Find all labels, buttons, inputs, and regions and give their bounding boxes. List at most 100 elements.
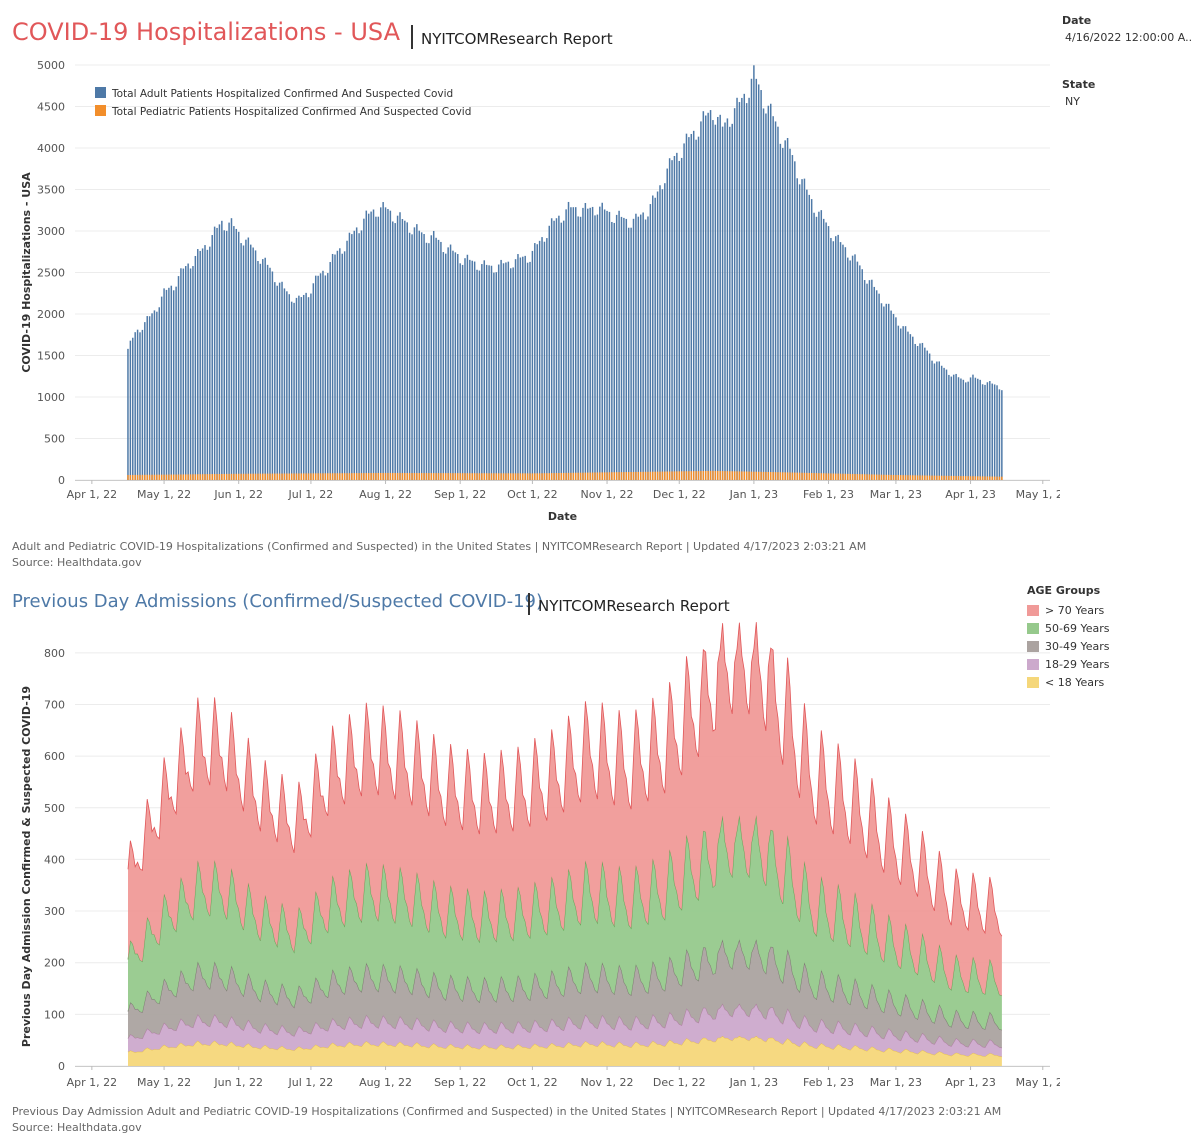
pediatric-bar [370, 473, 372, 480]
x-tick-label: Aug 1, 22 [359, 488, 412, 501]
pediatric-bar [158, 474, 161, 480]
adult-bar [921, 342, 924, 480]
pediatric-bar [847, 473, 849, 480]
pediatric-bar [141, 474, 144, 480]
adult-bar [355, 227, 358, 480]
pediatric-bar [765, 471, 767, 480]
adult-bar [709, 110, 712, 480]
adult-bar [536, 244, 538, 480]
adult-bar [136, 329, 139, 480]
pediatric-bar [683, 471, 685, 480]
adult-bar [919, 343, 921, 480]
state-filter-value[interactable]: NY [1065, 95, 1080, 108]
pediatric-bar [948, 475, 950, 480]
hospitalizations-bar-chart[interactable]: 0 500 1000 1500 2000 2500 3000 3500 4000 4500 5000… [0, 55, 1060, 530]
adult-bar [594, 215, 596, 480]
pediatric-bar [784, 472, 786, 480]
pediatric-bar [632, 471, 635, 480]
y-tick-label: 600 [44, 750, 65, 763]
adult-bar [194, 255, 197, 480]
legend-swatch [1027, 676, 1039, 688]
adult-bar [878, 293, 880, 480]
adult-bar [618, 210, 620, 481]
pediatric-bar [562, 472, 565, 480]
pediatric-bar [952, 475, 955, 480]
pediatric-bar [213, 474, 216, 480]
pediatric-bar [786, 472, 789, 480]
adult-bar [940, 365, 943, 480]
adult-bar [875, 290, 878, 480]
adult-bar [216, 227, 218, 480]
pediatric-bar [146, 474, 148, 480]
pediatric-bar [825, 473, 827, 480]
pediatric-bar [726, 471, 729, 480]
legend-item[interactable]: 18-29 Years [1027, 655, 1109, 673]
pediatric-bar [902, 475, 904, 480]
adult-bar [211, 235, 213, 480]
legend-item[interactable]: > 70 Years [1027, 601, 1109, 619]
pediatric-bar [623, 472, 625, 480]
pediatric-bar [206, 474, 209, 480]
pediatric-bar [589, 472, 591, 480]
legend-item[interactable]: < 18 Years [1027, 673, 1109, 691]
adult-bar [310, 293, 312, 480]
adult-bar [574, 207, 577, 480]
adult-bar [806, 189, 808, 480]
pediatric-bar [649, 471, 652, 480]
adult-bar [522, 256, 524, 480]
pediatric-bar [909, 475, 912, 480]
bars [127, 65, 1003, 481]
pediatric-bar [418, 473, 421, 480]
adult-bar [269, 267, 271, 480]
y-axis-title: Previous Day Admission Confirmed & Suspe… [20, 686, 33, 1047]
pediatric-bar [577, 472, 579, 480]
pediatric-bar [249, 473, 252, 480]
x-tick-label: Sep 1, 22 [434, 1076, 486, 1089]
pediatric-bar [543, 473, 546, 480]
pediatric-bar [818, 473, 820, 480]
y-tick-label: 200 [44, 957, 65, 970]
adult-bar [825, 222, 827, 481]
admissions-area-chart[interactable]: 0 100 200 300 400 500 600 700 800 Apr 1, 22 May 1,… [0, 622, 1060, 1100]
adult-bar [358, 233, 360, 480]
pediatric-bar [916, 475, 919, 480]
pediatric-bar [240, 473, 242, 480]
adult-bar [336, 250, 339, 480]
y-tick-label: 500 [44, 433, 65, 446]
area-layers [127, 622, 1003, 1066]
pediatric-bar [656, 471, 659, 480]
adult-bar [548, 225, 551, 480]
adult-bar [854, 254, 856, 480]
adult-bar [389, 210, 392, 481]
pediatric-bar [798, 472, 801, 480]
legend-item[interactable]: 50-69 Years [1027, 619, 1109, 637]
pediatric-bar [871, 474, 873, 480]
adult-bar [209, 246, 211, 480]
adult-bar [895, 317, 897, 480]
date-filter-value[interactable]: 4/16/2022 12:00:00 A.. [1065, 31, 1193, 44]
pediatric-bar [432, 473, 435, 480]
adult-bar [493, 272, 495, 480]
pediatric-bar [163, 474, 165, 480]
pediatric-bar [924, 475, 926, 480]
pediatric-bar [700, 471, 702, 480]
adult-bar [967, 381, 969, 480]
adult-bar [1001, 390, 1003, 480]
adult-bar [892, 313, 895, 480]
chart2-caption: Previous Day Admission Adult and Pediatr… [12, 1105, 1002, 1118]
adult-bar [666, 168, 668, 481]
adult-bar [281, 281, 283, 480]
adult-bar [469, 259, 471, 480]
pediatric-bar [348, 473, 351, 480]
pediatric-bar [849, 473, 851, 480]
pediatric-bar [731, 471, 733, 480]
pediatric-bar [134, 474, 136, 480]
legend-title: AGE Groups [1027, 584, 1101, 597]
adult-bar [615, 214, 618, 480]
pediatric-bar [690, 471, 693, 480]
pediatric-bar [536, 473, 538, 480]
y-tick-label: 1500 [37, 350, 65, 363]
pediatric-bar [591, 472, 594, 480]
pediatric-bar [678, 471, 681, 480]
legend-item[interactable]: 30-49 Years [1027, 637, 1109, 655]
